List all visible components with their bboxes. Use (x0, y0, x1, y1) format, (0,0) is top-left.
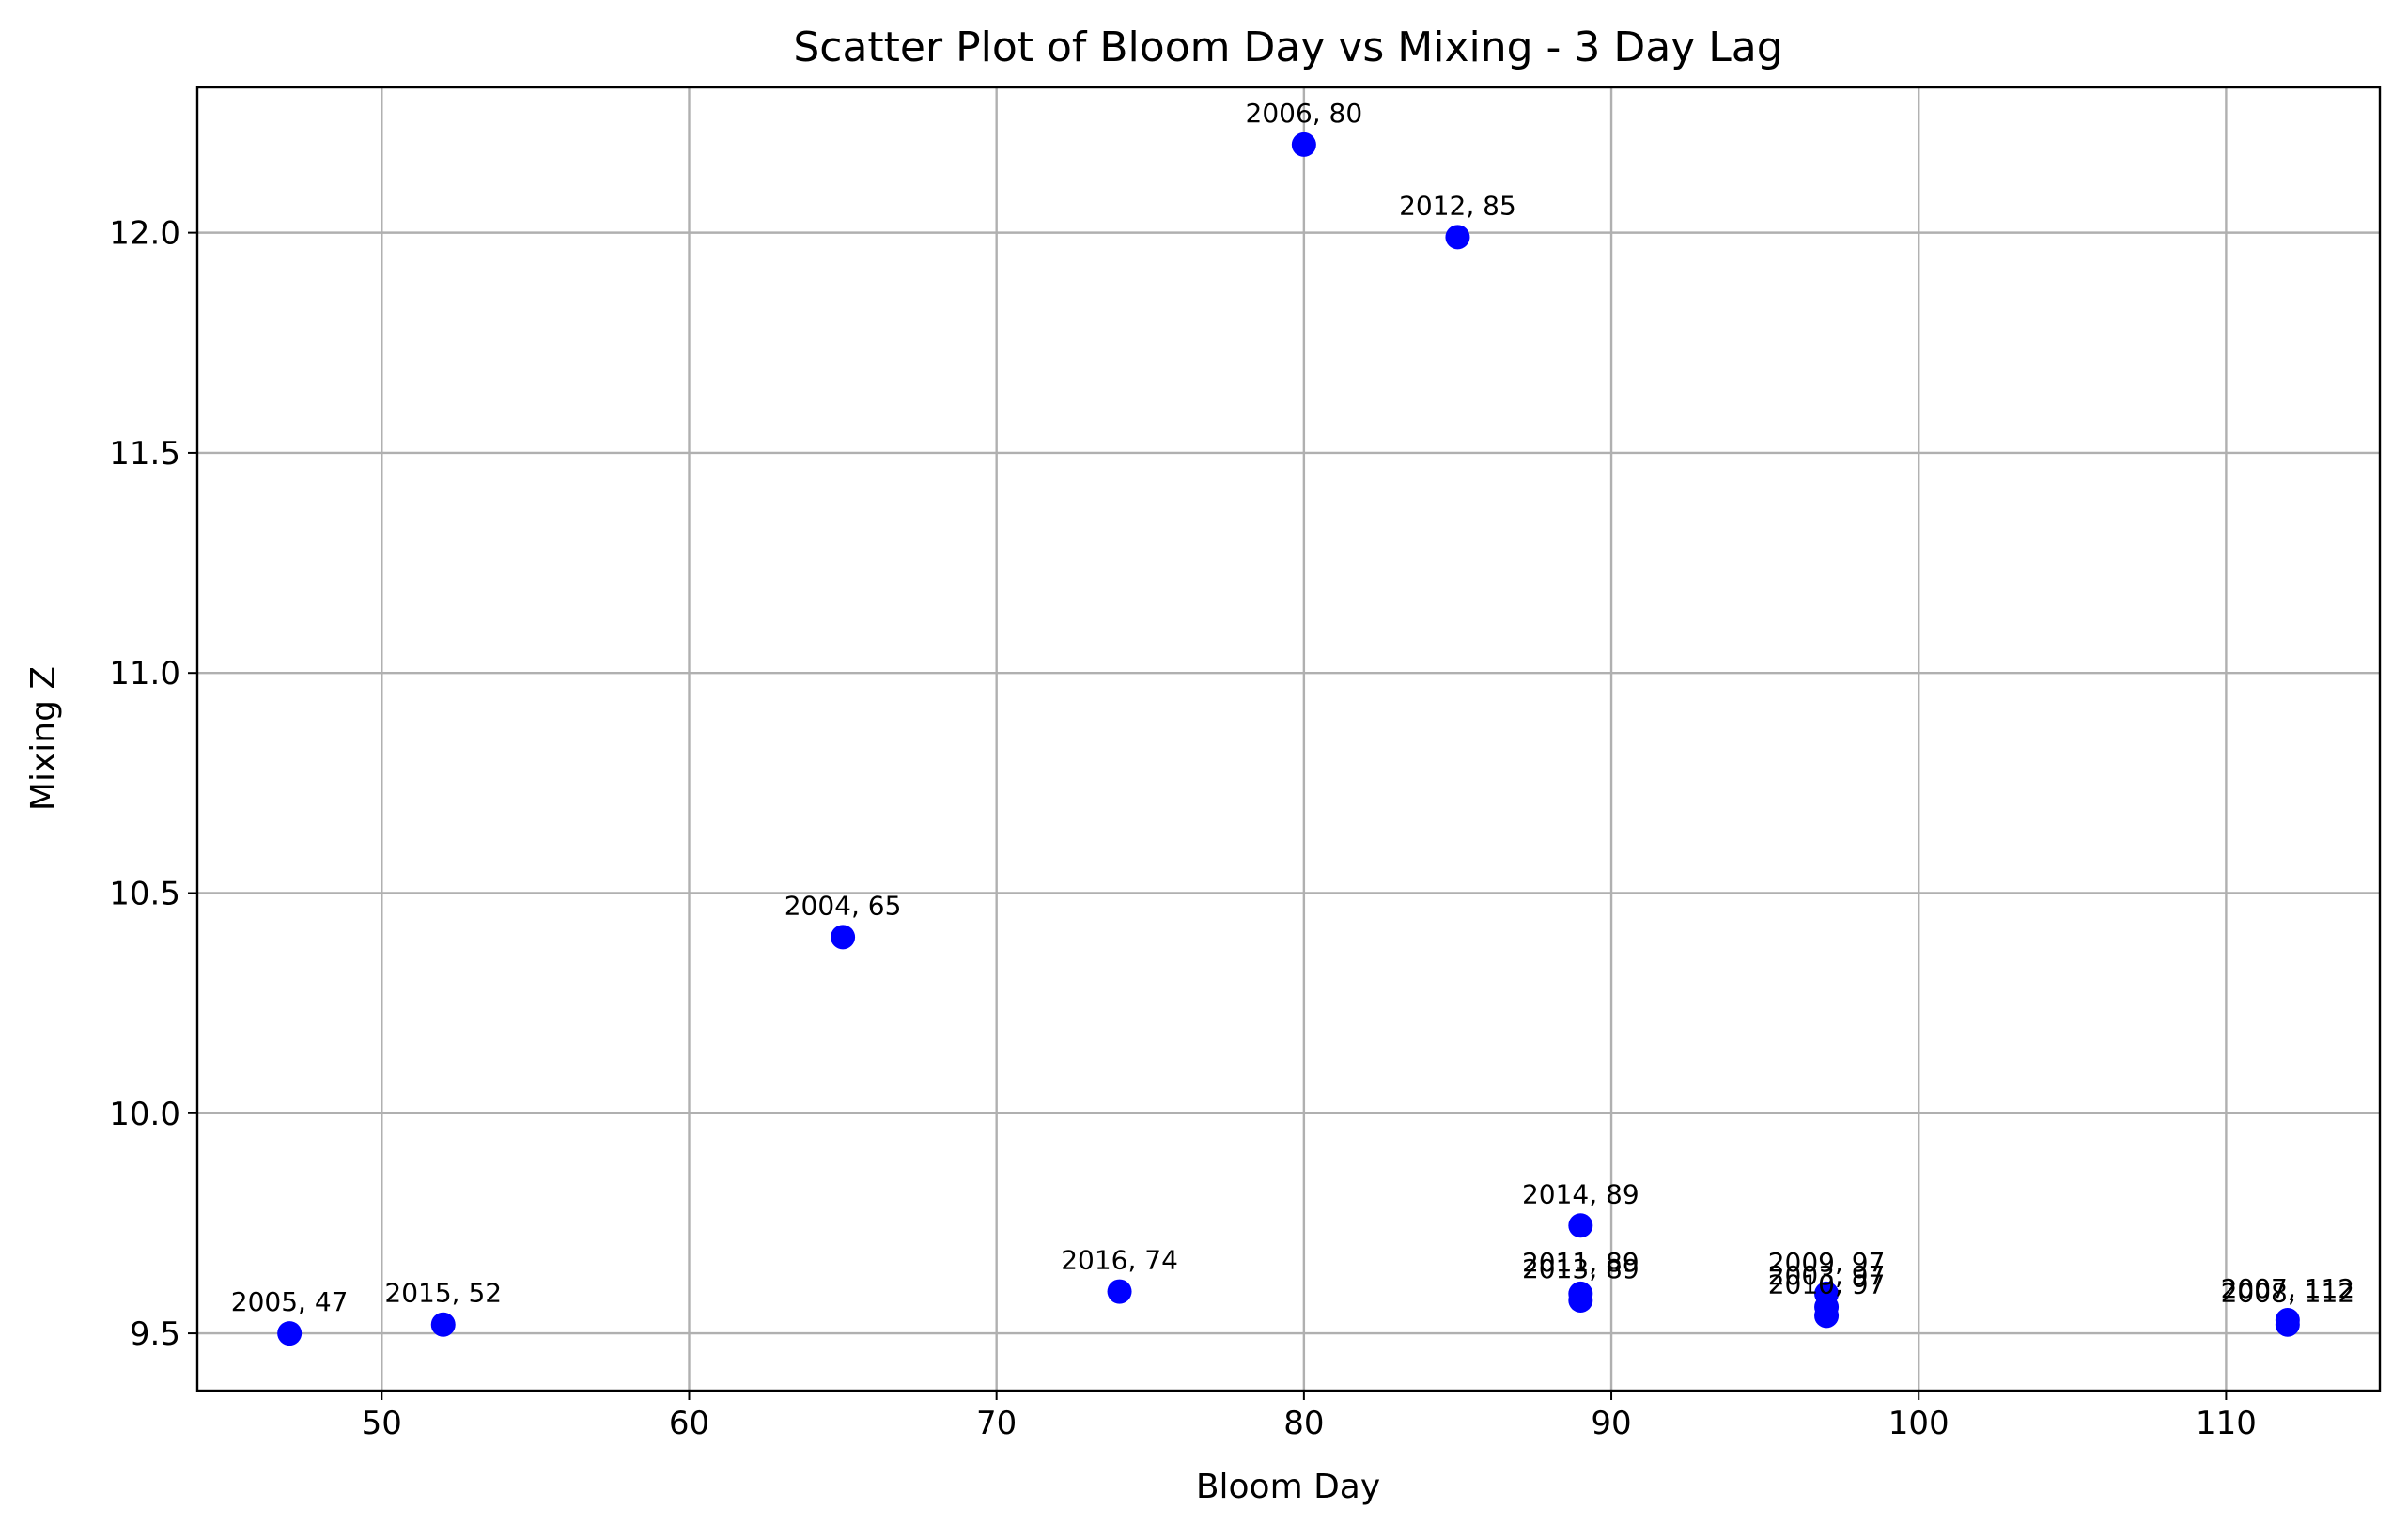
y-axis-ticks: 9.5 10.0 10.5 11.0 11.5 12.0 (109, 215, 197, 1353)
x-tick-label: 50 (362, 1405, 402, 1442)
x-tick-label: 110 (2196, 1405, 2257, 1442)
point-label: 2007, 112 (2221, 1273, 2355, 1304)
y-axis-label: Mixing Z (24, 666, 63, 811)
point-label: 2012, 85 (1399, 190, 1516, 221)
x-tick-label: 70 (976, 1405, 1017, 1442)
point-label: 2009, 97 (1768, 1247, 1886, 1278)
data-labels: 2005, 47 2015, 52 2004, 65 2016, 74 2006, 80… (231, 98, 2354, 1317)
scatter-point (1107, 1279, 1132, 1304)
scatter-point (1291, 132, 1316, 157)
scatter-point (1568, 1287, 1593, 1313)
y-tick-label: 9.5 (130, 1315, 180, 1353)
point-label: 2016, 74 (1061, 1245, 1178, 1276)
scatter-point (1445, 225, 1470, 250)
chart-title: Scatter Plot of Bloom Day vs Mixing - 3 … (793, 23, 1782, 71)
point-label: 2011, 89 (1522, 1247, 1639, 1278)
scatter-point (2275, 1312, 2300, 1337)
point-label: 2010, 97 (1768, 1268, 1886, 1299)
data-points (277, 132, 2300, 1346)
scatter-point (1568, 1213, 1593, 1238)
y-tick-label: 10.0 (109, 1096, 180, 1133)
point-label: 2008, 112 (2221, 1278, 2355, 1309)
grid-lines (197, 87, 2380, 1391)
point-label: 2006, 80 (1246, 98, 1363, 129)
y-tick-label: 10.5 (109, 876, 180, 913)
point-label: 2005, 47 (231, 1286, 349, 1317)
x-tick-label: 80 (1283, 1405, 1324, 1442)
x-tick-label: 90 (1591, 1405, 1631, 1442)
x-axis-ticks: 50 60 70 80 90 100 110 (362, 1391, 2257, 1442)
y-tick-label: 11.5 (109, 435, 180, 473)
point-label: 2015, 52 (384, 1278, 502, 1309)
x-tick-label: 60 (669, 1405, 709, 1442)
scatter-point (831, 925, 856, 950)
y-tick-label: 12.0 (109, 215, 180, 253)
point-label: 2004, 65 (785, 890, 902, 921)
point-label: 2014, 89 (1522, 1178, 1639, 1209)
plot-frame (195, 86, 2382, 1392)
scatter-point (430, 1312, 456, 1337)
x-axis-label: Bloom Day (1196, 1468, 1380, 1506)
point-label: 2013, 89 (1522, 1253, 1639, 1284)
point-label: 2003, 97 (1768, 1260, 1886, 1291)
scatter-point (277, 1321, 303, 1346)
scatter-point (1814, 1303, 1840, 1329)
x-tick-label: 100 (1888, 1405, 1950, 1442)
y-tick-label: 11.0 (109, 655, 180, 692)
